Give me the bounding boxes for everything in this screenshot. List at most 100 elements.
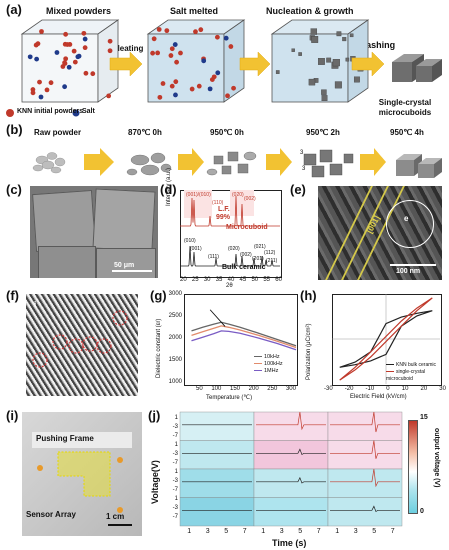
- particle: [107, 38, 113, 44]
- colorbar-title: output voltage (V): [433, 428, 440, 488]
- crystal: [308, 78, 316, 86]
- particle: [207, 86, 213, 92]
- voltage-trace: [256, 448, 326, 456]
- voltage-cell: [253, 468, 329, 498]
- product-line1: Single-crystal: [378, 98, 432, 107]
- panel-c-label: (c): [6, 182, 22, 197]
- xrd-bulk-peak-211: (211): [266, 258, 278, 264]
- voltage-ylabel: Voltage(V): [150, 460, 160, 504]
- particle: [228, 44, 234, 49]
- tem-inset-label: e: [404, 214, 409, 223]
- particle: [198, 27, 204, 33]
- particle: [214, 34, 220, 40]
- step-salt-melted: Salt melted: [170, 6, 219, 16]
- particle: [172, 42, 178, 47]
- stage-arrow-1: [84, 148, 114, 176]
- voltage-ytick: -3: [172, 451, 178, 457]
- dielectric-ytick: 3000: [168, 291, 182, 297]
- stage-950-2h: 950℃ 2h: [306, 128, 340, 137]
- particle: [189, 86, 195, 92]
- pe-xtick: 0: [386, 386, 390, 392]
- particle: [66, 64, 72, 70]
- dielectric-series-0: [191, 321, 297, 347]
- colorbar-max: 15: [420, 414, 428, 421]
- xrd-xtick: 50: [251, 277, 259, 283]
- legend-knn-dot: [6, 109, 14, 117]
- annotation-b-2: 3: [302, 166, 306, 172]
- xrd-bulk-peak-021: (021): [254, 244, 266, 250]
- dielectric-ytick: 1000: [168, 379, 182, 385]
- xrd-curves: [180, 195, 280, 267]
- dielectric-legend-1m: 1MHz: [254, 368, 283, 375]
- arrow-washing: [351, 51, 385, 77]
- voltage-cell: [179, 497, 255, 527]
- crystal: [334, 81, 342, 89]
- crystal: [321, 89, 327, 95]
- particle: [39, 29, 44, 34]
- product-label: Single-crystal microcuboids: [370, 98, 440, 118]
- xrd-microcuboid-label: Microcuboid: [226, 224, 268, 231]
- knn-particles-2: [150, 27, 236, 100]
- voltage-xtick: 7: [390, 528, 395, 535]
- voltage-xtick: 1: [261, 528, 266, 535]
- xrd-xticks: 20 25 30 35 40 45 50 55 60: [180, 277, 282, 283]
- pe-xtick: -10: [365, 386, 375, 392]
- voltage-xtick: 3: [279, 528, 284, 535]
- crystal: [275, 70, 280, 74]
- voltage-ytick: -3: [172, 424, 178, 430]
- particle: [169, 46, 175, 52]
- pe-ylabel: Polarization (μC/cm²): [306, 323, 312, 380]
- crystal: [332, 59, 340, 67]
- particle: [60, 64, 66, 69]
- stage-arrow-3: [266, 148, 292, 176]
- tem-inset-circle: [386, 200, 434, 248]
- particle: [37, 79, 42, 85]
- pe-loops: [332, 294, 440, 384]
- sensor-photo-i: Pushing Frame Sensor Array 1 cm: [22, 412, 142, 536]
- particle: [231, 85, 236, 91]
- particle: [63, 31, 69, 37]
- xrd-bulk-peak-010: (010): [184, 238, 196, 244]
- xrd-xtick: 45: [239, 277, 247, 283]
- panel-j-label: (j): [148, 408, 161, 423]
- dielectric-xtick: 100: [211, 386, 222, 392]
- stage-arrow-4: [360, 148, 386, 176]
- voltage-trace: [330, 411, 400, 433]
- dielectric-xtick: 200: [248, 386, 259, 392]
- voltage-xticks: 1 3 5 7 1 3 5 7 1 3 5 7: [180, 528, 402, 535]
- panel-a-label: (a): [6, 2, 22, 17]
- particle: [173, 92, 178, 98]
- dielectric-yticks: 3000 2500 2000 1500 1000: [164, 291, 182, 393]
- crystal: [318, 58, 325, 65]
- particle: [155, 50, 161, 56]
- legend-text: 1MHz: [264, 368, 279, 374]
- particle: [211, 74, 217, 80]
- xrd-xlabel: 2θ: [226, 283, 233, 289]
- xrd-highlight-1: [184, 190, 212, 218]
- trend-arrow: [209, 309, 226, 327]
- particle: [76, 53, 82, 59]
- xrd-xtick: 60: [275, 277, 282, 283]
- voltage-xtick: 3: [205, 528, 210, 535]
- sensor-l-shape: [37, 451, 123, 513]
- crystal: [321, 95, 328, 102]
- dielectric-legend-10k: 10kHz: [254, 354, 283, 361]
- pfm-marker: i: [34, 300, 37, 309]
- crystal: [310, 28, 318, 35]
- voltage-xtick: 5: [224, 528, 229, 535]
- particle: [83, 70, 89, 76]
- colorbar-min: 0: [420, 508, 424, 515]
- panel-b-label: (b): [6, 122, 23, 137]
- crystal: [298, 52, 302, 56]
- voltage-xtick: 5: [372, 528, 377, 535]
- voltage-trace: [256, 411, 326, 431]
- stage-arrow-2: [178, 148, 204, 176]
- dielectric-series-1: [191, 325, 297, 349]
- voltage-cell: [179, 440, 255, 470]
- xrd-peak-020: (020): [232, 192, 244, 198]
- particle: [150, 50, 156, 56]
- scalebar-c-label: 50 μm: [114, 262, 135, 269]
- tem-image-e: e [001] 100 nm: [318, 186, 442, 280]
- dielectric-ytick: 2000: [168, 335, 182, 341]
- arrow-heating-label: Heating: [114, 44, 144, 53]
